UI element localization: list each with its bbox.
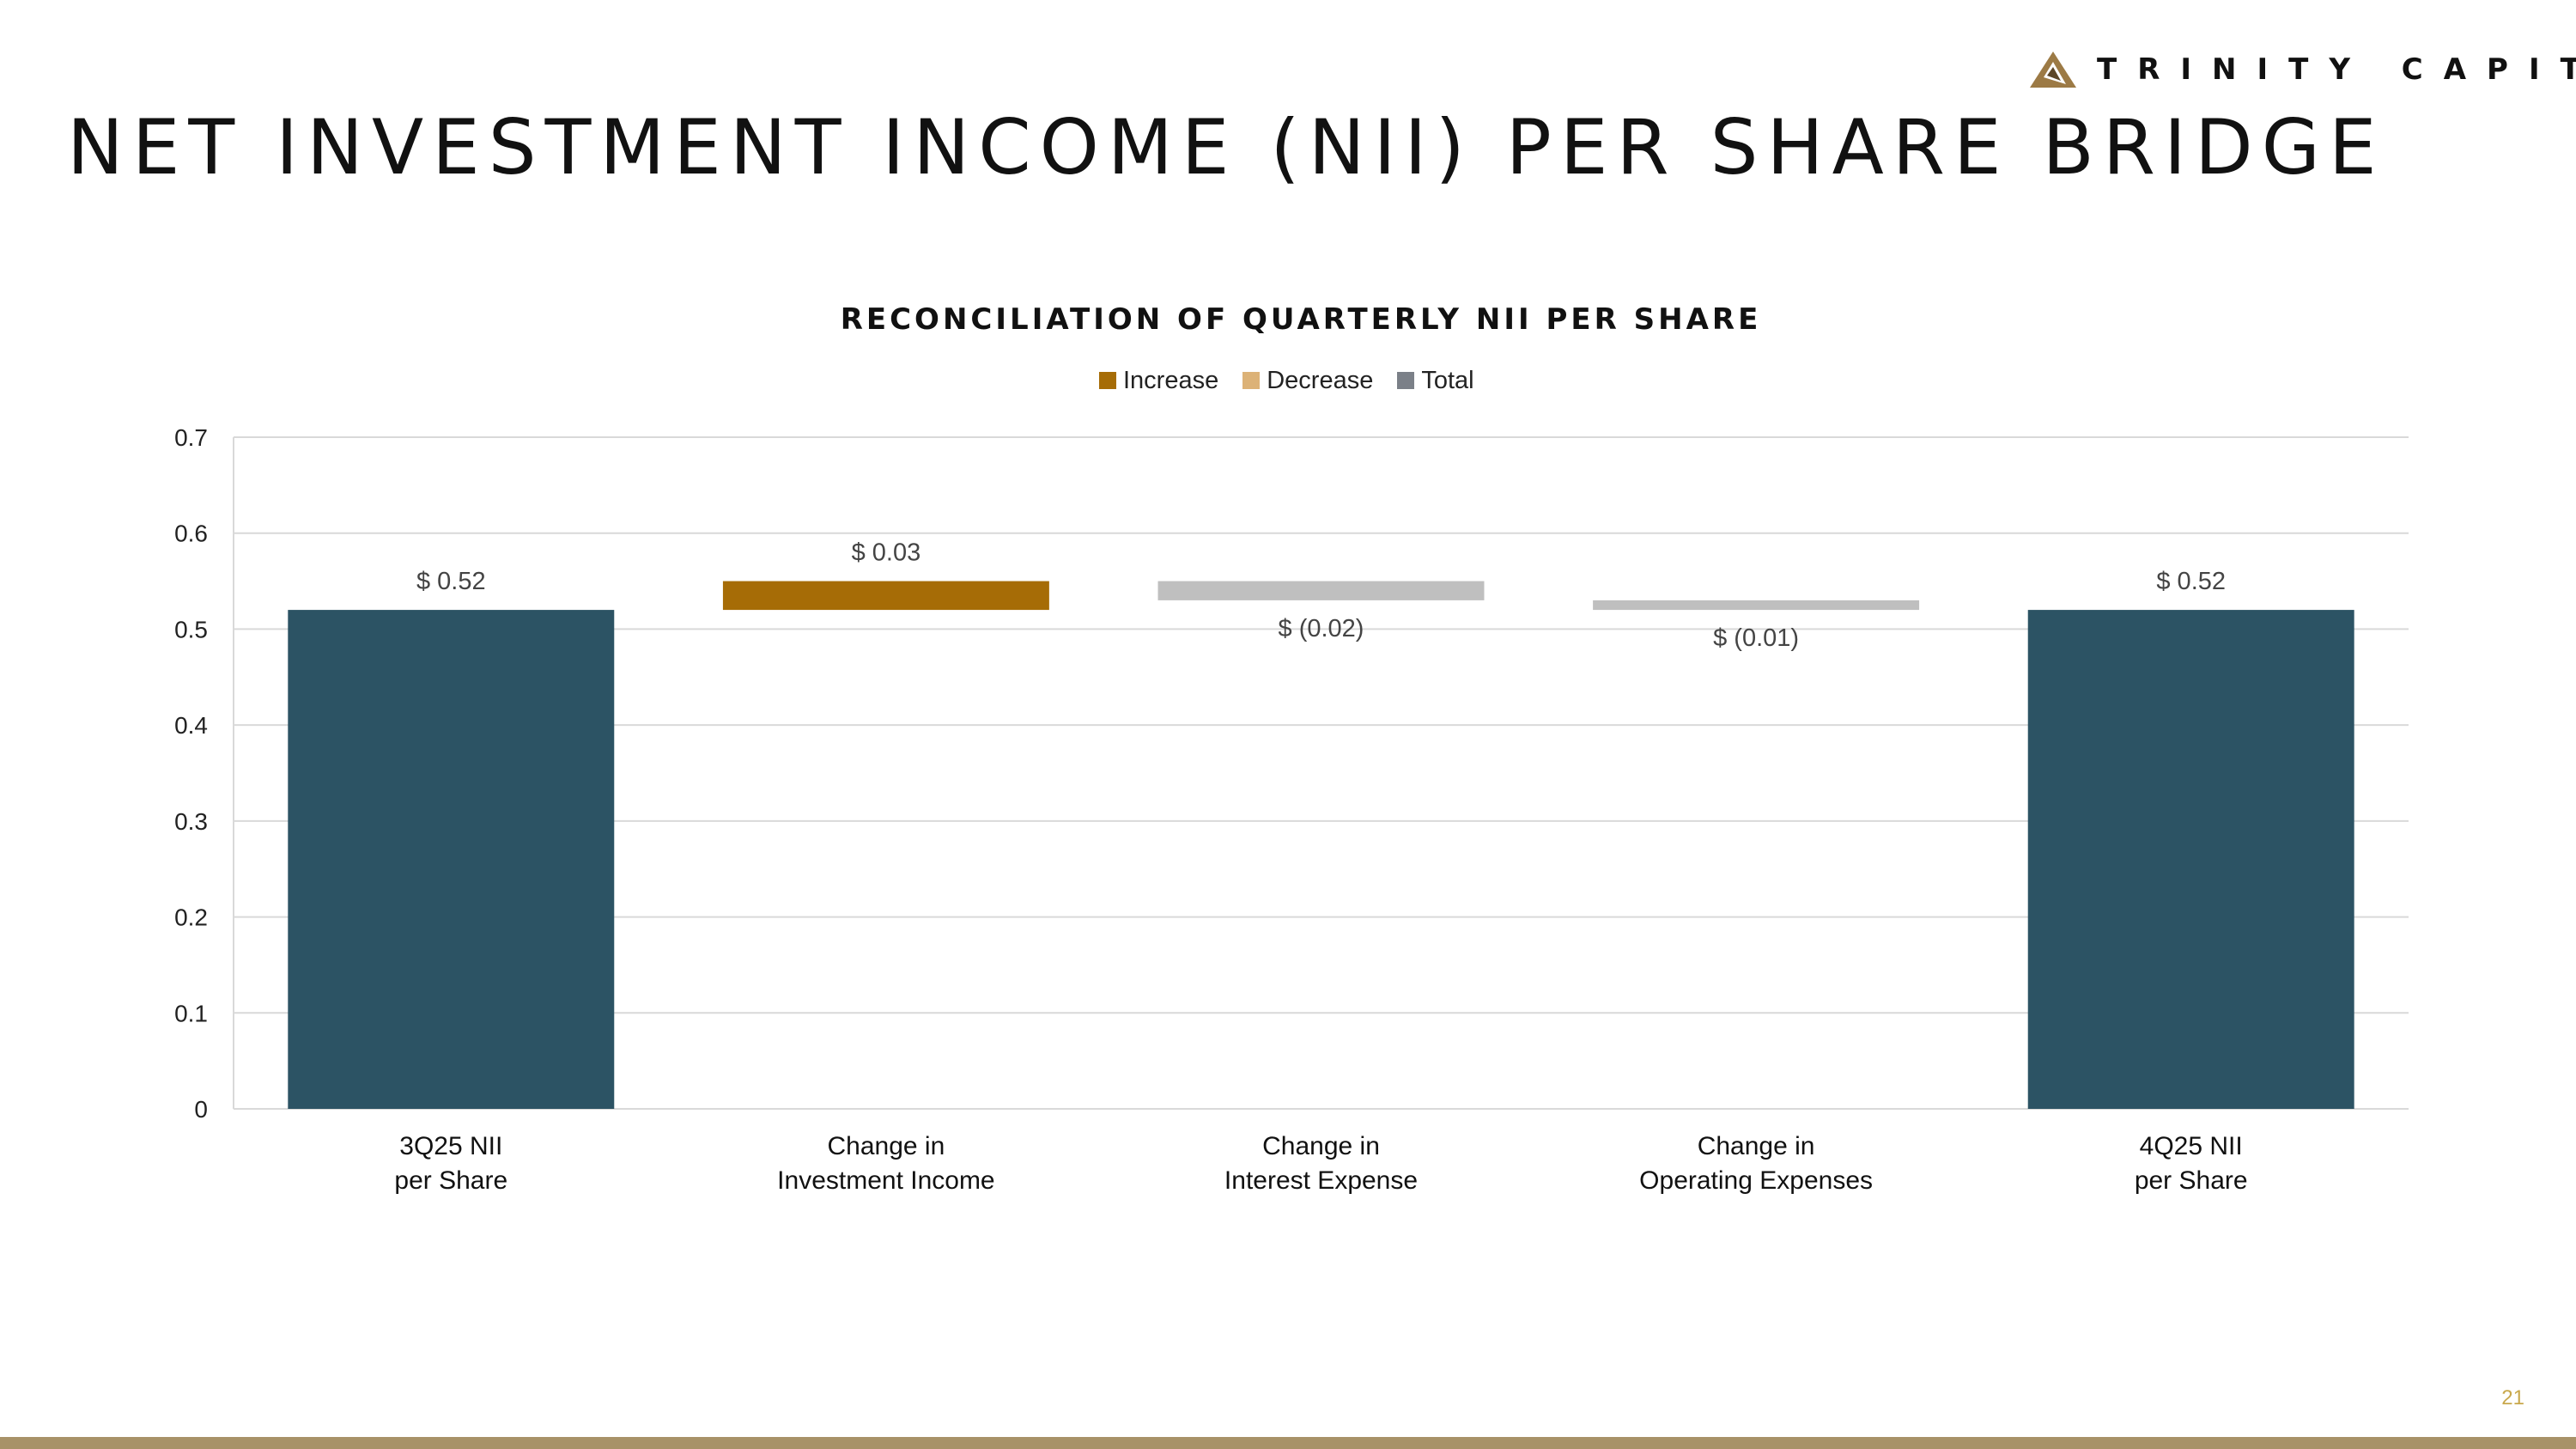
x-tick-label: Investment Income xyxy=(777,1166,994,1195)
bar-decrease xyxy=(1157,581,1485,600)
legend-swatch-increase xyxy=(1099,372,1116,389)
bar-total xyxy=(288,610,615,1109)
y-tick-label: 0.4 xyxy=(174,712,208,739)
y-tick-label: 0.3 xyxy=(174,808,208,835)
bar-increase xyxy=(722,581,1049,611)
y-tick-label: 0.1 xyxy=(174,1000,208,1026)
x-tick-label: Change in xyxy=(1698,1132,1815,1160)
x-tick-label: per Share xyxy=(2135,1166,2248,1195)
data-label: $ (0.01) xyxy=(1713,624,1799,652)
y-tick-label: 0.5 xyxy=(174,616,208,642)
data-label: $ 0.52 xyxy=(2156,568,2226,595)
footer-bar xyxy=(0,1437,2576,1449)
legend-item-increase: Increase xyxy=(1099,367,1218,395)
data-label: $ (0.02) xyxy=(1279,615,1364,642)
x-tick-label: Operating Expenses xyxy=(1639,1166,1873,1195)
page-number: 21 xyxy=(2501,1386,2524,1409)
y-tick-label: 0 xyxy=(194,1096,208,1123)
logo-text: TRINITY CAPITAL xyxy=(2097,52,2576,87)
x-tick-label: Change in xyxy=(1262,1132,1380,1160)
legend-label-total: Total xyxy=(1421,366,1474,394)
page-title: NET INVESTMENT INCOME (NII) PER SHARE BR… xyxy=(67,103,2385,192)
legend-swatch-decrease xyxy=(1242,372,1261,389)
bar-total xyxy=(2027,610,2354,1109)
company-logo: TRINITY CAPITAL xyxy=(2028,50,2576,89)
legend-label-increase: Increase xyxy=(1123,366,1219,394)
x-tick-label: Interest Expense xyxy=(1224,1166,1418,1195)
x-tick-label: 3Q25 NII xyxy=(399,1132,502,1160)
legend-item-decrease: Decrease xyxy=(1242,367,1373,395)
chart-legend: Increase Decrease Total xyxy=(1099,364,1498,397)
data-label: $ 0.52 xyxy=(416,568,486,595)
y-tick-label: 0.7 xyxy=(174,424,208,451)
data-label: $ 0.03 xyxy=(852,539,921,567)
legend-item-total: Total xyxy=(1397,366,1474,395)
x-tick-label: per Share xyxy=(394,1166,507,1195)
chart-title: RECONCILIATION OF QUARTERLY NII PER SHAR… xyxy=(840,302,1762,337)
bar-decrease xyxy=(1593,600,1920,611)
y-tick-label: 0.2 xyxy=(174,904,208,931)
y-tick-label: 0.6 xyxy=(174,521,208,547)
x-tick-label: Change in xyxy=(828,1132,945,1160)
x-tick-label: 4Q25 NII xyxy=(2140,1132,2243,1160)
legend-label-decrease: Decrease xyxy=(1267,366,1374,394)
trinity-triangle-icon xyxy=(2030,52,2076,88)
legend-swatch-total xyxy=(1397,372,1415,389)
